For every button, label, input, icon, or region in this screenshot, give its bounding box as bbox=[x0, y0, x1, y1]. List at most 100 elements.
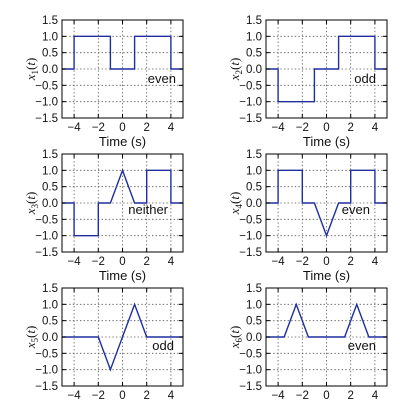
x-tick-label: 4 bbox=[372, 256, 379, 268]
y-tick-label: −1.0 bbox=[35, 97, 58, 109]
y-label-paren-open: ( bbox=[227, 334, 242, 338]
y-tick-label: 1.5 bbox=[42, 149, 58, 161]
y-tick-label: 0.5 bbox=[246, 48, 262, 60]
y-tick-label: −1.0 bbox=[239, 365, 262, 377]
y-axis-label: x6(t) bbox=[227, 326, 244, 350]
y-label-main: x bbox=[23, 342, 38, 349]
x-tick-label: −2 bbox=[296, 390, 309, 400]
y-label-paren-close: ) bbox=[23, 58, 38, 62]
x-tick-label: −2 bbox=[296, 256, 309, 268]
signal-line bbox=[266, 35, 387, 103]
y-axis-label: x4(t) bbox=[227, 192, 244, 216]
y-label-paren-close: ) bbox=[227, 326, 242, 330]
y-tick-label: 1.5 bbox=[42, 283, 58, 295]
y-label-paren-open: ( bbox=[227, 200, 242, 204]
y-label-subscript: 2 bbox=[234, 70, 244, 75]
x-tick-label: 2 bbox=[347, 256, 353, 268]
y-tick-label: 0.0 bbox=[42, 332, 58, 344]
y-tick-label: −1.5 bbox=[35, 113, 58, 125]
y-tick-label: 0.5 bbox=[246, 182, 262, 194]
y-label-paren-close: ) bbox=[227, 192, 242, 196]
y-tick-label: 0.5 bbox=[246, 316, 262, 328]
x-tick-label: −4 bbox=[272, 122, 286, 134]
y-tick-label: 0.5 bbox=[42, 316, 58, 328]
symmetry-annotation: odd bbox=[152, 338, 174, 353]
y-tick-label: 0.0 bbox=[246, 332, 262, 344]
symmetry-annotation: neither bbox=[128, 202, 168, 217]
signal-line bbox=[62, 168, 183, 237]
x-axis-label: Time (s) bbox=[303, 134, 350, 149]
y-tick-label: −0.5 bbox=[35, 348, 58, 360]
y-tick-label: −0.5 bbox=[35, 214, 58, 226]
x-tick-label: −2 bbox=[92, 122, 105, 134]
y-label-variable: t bbox=[227, 196, 242, 200]
y-tick-label: −1.5 bbox=[239, 113, 262, 125]
y-label-paren-open: ( bbox=[23, 66, 38, 70]
y-label-variable: t bbox=[227, 330, 242, 334]
x-tick-label: 2 bbox=[143, 390, 149, 400]
x-tick-label: −4 bbox=[272, 256, 286, 268]
y-tick-label: −1.0 bbox=[239, 231, 262, 243]
y-label-variable: t bbox=[23, 330, 38, 334]
y-label-variable: t bbox=[227, 62, 242, 66]
x-tick-label: 2 bbox=[143, 122, 149, 134]
y-label-paren-open: ( bbox=[23, 200, 38, 204]
symmetry-annotation: even bbox=[148, 71, 176, 86]
y-label-subscript: 1 bbox=[30, 70, 40, 75]
y-tick-label: 0.0 bbox=[42, 198, 58, 210]
signal-line bbox=[62, 35, 183, 70]
y-tick-label: 0.5 bbox=[42, 182, 58, 194]
x-tick-label: 0 bbox=[323, 390, 329, 400]
y-tick-label: 0.0 bbox=[42, 64, 58, 76]
y-label-subscript: 4 bbox=[234, 204, 244, 209]
y-tick-label: 1.0 bbox=[42, 31, 58, 43]
signal-line bbox=[266, 169, 387, 238]
y-tick-label: 0.0 bbox=[246, 198, 262, 210]
y-label-subscript: 6 bbox=[234, 338, 244, 343]
y-axis-label: x2(t) bbox=[227, 58, 244, 82]
y-tick-label: −0.5 bbox=[35, 80, 58, 92]
y-tick-label: 0.0 bbox=[246, 64, 262, 76]
y-tick-label: −0.5 bbox=[239, 214, 262, 226]
y-axis-label: x1(t) bbox=[23, 58, 40, 82]
x-tick-label: 2 bbox=[347, 122, 353, 134]
x-tick-label: 4 bbox=[168, 256, 175, 268]
symmetry-annotation: even bbox=[348, 338, 376, 353]
y-tick-label: −1.0 bbox=[35, 231, 58, 243]
y-tick-label: −1.5 bbox=[239, 381, 262, 393]
y-tick-label: −1.0 bbox=[35, 365, 58, 377]
x-tick-label: 0 bbox=[119, 390, 125, 400]
y-label-main: x bbox=[23, 74, 38, 81]
y-tick-label: 1.0 bbox=[246, 165, 262, 177]
signal-line bbox=[62, 302, 183, 372]
y-label-main: x bbox=[227, 342, 242, 349]
y-label-main: x bbox=[23, 208, 38, 215]
x-tick-label: 4 bbox=[372, 390, 379, 400]
x-tick-label: 4 bbox=[372, 122, 379, 134]
x-tick-label: 2 bbox=[143, 256, 149, 268]
x-axis-label: Time (s) bbox=[99, 268, 146, 283]
x-tick-label: −4 bbox=[68, 390, 82, 400]
y-tick-label: −1.5 bbox=[239, 247, 262, 259]
x-tick-label: −4 bbox=[68, 256, 82, 268]
y-label-paren-close: ) bbox=[23, 192, 38, 196]
y-tick-label: 1.0 bbox=[246, 299, 262, 311]
y-tick-label: 1.5 bbox=[246, 15, 262, 27]
x-tick-label: 0 bbox=[119, 256, 125, 268]
y-tick-label: −1.5 bbox=[35, 381, 58, 393]
subplot-4: −4 −2 0 2 4 −1.5 −1.0 −0.5 0.0 0.5 1.0 1.5 Time (s) x… bbox=[227, 149, 388, 283]
y-label-subscript: 5 bbox=[30, 338, 40, 343]
subplot-2: −4 −2 0 2 4 −1.5 −1.0 −0.5 0.0 0.5 1.0 1.5 Time (s) x… bbox=[227, 15, 388, 149]
y-label-subscript: 3 bbox=[30, 204, 40, 209]
y-label-paren-open: ( bbox=[227, 66, 242, 70]
y-axis-label: x3(t) bbox=[23, 192, 40, 216]
y-tick-label: 1.5 bbox=[42, 15, 58, 27]
y-label-main: x bbox=[227, 208, 242, 215]
y-label-paren-open: ( bbox=[23, 334, 38, 338]
y-tick-label: 1.0 bbox=[42, 299, 58, 311]
y-tick-label: 0.5 bbox=[42, 48, 58, 60]
x-tick-label: 0 bbox=[323, 256, 329, 268]
x-tick-label: −4 bbox=[272, 390, 286, 400]
